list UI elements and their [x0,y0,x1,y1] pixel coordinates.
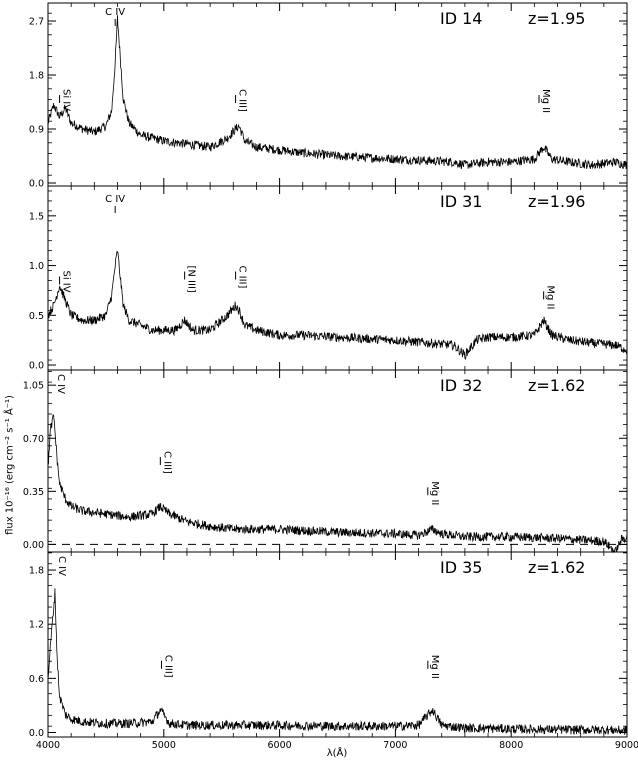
y-tick-label: 0.0 [29,361,44,372]
panel-4: 0.0 0.6 1.2 1.8 4000 5000 6000 7000 8000 9000 ID 3… [29,551,638,751]
line-annotation: C III] [161,451,172,474]
line-annotation: Si IV [61,89,72,111]
id-label: ID 32 [440,376,482,395]
panel-2: 0.0 0.5 1.0 1.5 ID 31 z=1.96 Si IV C IV [N III] C… [29,185,628,372]
y-tick-label: 1.05 [23,381,44,392]
panel-1: 0.0 0.9 1.8 2.7 ID 14 z=1.95 Si IV C IV C III] Mg… [29,2,628,190]
line-annotation: Mg II [540,89,551,113]
y-tick-label: 0.70 [23,434,44,445]
line-annotation: C IV [56,556,67,576]
redshift-label: z=1.62 [528,376,585,395]
id-label: ID 31 [440,192,482,211]
x-tick-label: 8000 [499,740,523,751]
id-label: ID 14 [440,9,482,28]
y-tick-label: 0.00 [23,540,44,551]
line-annotation: Mg II [429,655,440,679]
line-annotation: Mg II [429,481,440,505]
y-axis-label-container: flux 10⁻¹⁶ (erg cm⁻² s⁻¹ Å⁻¹) [0,0,20,763]
y-tick-label: 0.9 [29,125,44,136]
y-tick-label: 0.6 [29,674,44,685]
line-annotation: C IV [105,7,125,18]
panel-3: 0.00 0.35 0.70 1.05 ID 32 z=1.62 C IV C III] Mg … [23,369,628,554]
spectrum-line [47,250,628,361]
redshift-label: z=1.96 [528,192,585,211]
y-tick-label: 1.5 [29,211,44,222]
line-annotation: C IV [105,194,125,205]
x-tick-label: 6000 [268,740,292,751]
line-annotation: Si IV [61,271,72,293]
redshift-label: z=1.62 [528,558,585,577]
spectrum-line [47,15,628,170]
y-axis-label: flux 10⁻¹⁶ (erg cm⁻² s⁻¹ Å⁻¹) [4,395,16,535]
y-tick-label: 1.8 [29,71,44,82]
x-axis-label: λ(Å) [326,748,348,759]
line-annotation: Mg II [545,285,556,309]
line-annotation: [N III] [186,266,197,293]
panel-frame [47,369,628,553]
spectrum-line [47,414,628,554]
y-tick-label: 1.0 [29,261,44,272]
line-annotation: C IV [55,374,66,394]
line-annotation: C III] [163,655,174,678]
spectrum-line [47,588,628,735]
line-annotation: C III] [237,89,248,112]
y-tick-label: 0.35 [23,487,44,498]
y-tick-label: 0.0 [29,179,44,190]
x-tick-label: 4000 [36,740,60,751]
panel-frame [47,551,628,738]
redshift-label: z=1.95 [528,9,585,28]
y-tick-label: 0.0 [29,728,44,739]
line-annotation: C III] [237,266,248,289]
y-tick-label: 1.8 [29,566,44,577]
x-tick-label: 5000 [152,740,176,751]
y-tick-label: 2.7 [29,17,44,28]
y-tick-label: 1.2 [29,620,44,631]
panel-frame [47,185,628,371]
x-tick-label: 7000 [383,740,407,751]
y-tick-label: 0.5 [29,311,44,322]
x-tick-label: 9000 [615,740,638,751]
id-label: ID 35 [440,558,482,577]
